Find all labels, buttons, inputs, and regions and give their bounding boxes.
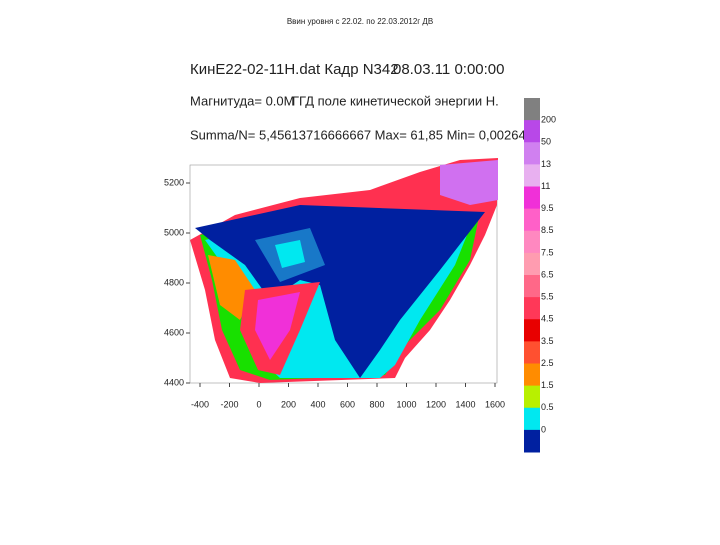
magnitude: Магнитуда= 0.0М bbox=[190, 93, 294, 108]
y-tick-label: 4800 bbox=[164, 277, 184, 287]
colorbar-swatch bbox=[524, 275, 540, 298]
colorbar-label: 5.5 bbox=[541, 292, 554, 302]
stats: Summa/N= 5,45613716666667 Max= 61,85 Min… bbox=[190, 127, 533, 142]
colorbar-label: 0 bbox=[541, 424, 546, 434]
y-tick-label: 4400 bbox=[164, 377, 184, 387]
x-tick-label: -400 bbox=[191, 399, 209, 409]
y-tick-label: 5000 bbox=[164, 227, 184, 237]
x-tick-label: -200 bbox=[220, 399, 238, 409]
slide-title: Ввин уровня с 22.02. по 22.03.2012г ДВ bbox=[287, 17, 433, 26]
colorbar-swatch bbox=[524, 186, 540, 210]
datetime: 08.03.11 0:00:00 bbox=[393, 61, 505, 78]
colorbar-swatch bbox=[524, 363, 540, 387]
colorbar-swatch bbox=[524, 164, 540, 187]
colorbar-swatch bbox=[524, 341, 540, 364]
colorbar-label: 0.5 bbox=[541, 402, 554, 412]
colorbar-label: 50 bbox=[541, 137, 551, 147]
colorbar-label: 11 bbox=[541, 181, 550, 191]
colorbar-swatch bbox=[524, 319, 540, 342]
x-tick-label: 400 bbox=[310, 399, 325, 409]
region-violet bbox=[440, 160, 498, 205]
region-orange bbox=[208, 255, 255, 320]
colorbar-swatch bbox=[524, 208, 540, 232]
y-tick-label: 5200 bbox=[164, 177, 184, 187]
file-line: КинЕ22-02-11Н.dat Кадр N342 bbox=[190, 61, 399, 78]
x-tick-label: 1600 bbox=[485, 399, 505, 409]
x-tick-label: 600 bbox=[340, 399, 355, 409]
x-tick-label: 800 bbox=[369, 399, 384, 409]
y-tick-label: 4600 bbox=[164, 327, 184, 337]
colorbar-swatch bbox=[524, 120, 540, 143]
colorbar-label: 1.5 bbox=[541, 380, 554, 390]
colorbar-label: 4.5 bbox=[541, 314, 554, 324]
colorbar-swatch bbox=[524, 252, 540, 276]
x-tick-label: 1000 bbox=[396, 399, 416, 409]
region-magenta bbox=[255, 292, 300, 360]
colorbar-swatch bbox=[524, 385, 540, 409]
colorbar-swatch bbox=[524, 142, 540, 165]
colorbar-label: 2.5 bbox=[541, 358, 554, 368]
colorbar-label: 6.5 bbox=[541, 269, 554, 279]
colorbar-label: 200 bbox=[541, 115, 556, 125]
x-tick-label: 1200 bbox=[426, 399, 446, 409]
region-cyan-core bbox=[275, 240, 305, 268]
field: ГГД поле кинетической энергии Н. bbox=[292, 93, 499, 108]
colorbar-label: 9.5 bbox=[541, 203, 554, 213]
colorbar-swatch bbox=[524, 297, 540, 320]
colorbar-label: 3.5 bbox=[541, 336, 554, 346]
colorbar-label: 8.5 bbox=[541, 225, 554, 235]
colorbar-swatch bbox=[524, 230, 540, 254]
x-tick-label: 1400 bbox=[455, 399, 475, 409]
colorbar-label: 13 bbox=[541, 159, 551, 169]
colorbar-swatch bbox=[524, 98, 540, 121]
x-tick-label: 0 bbox=[256, 399, 261, 409]
colorbar-label: 7.5 bbox=[541, 247, 554, 257]
x-tick-label: 200 bbox=[281, 399, 296, 409]
colorbar-swatch bbox=[524, 429, 540, 453]
colorbar-swatch bbox=[524, 407, 540, 431]
contour-map bbox=[189, 158, 498, 384]
